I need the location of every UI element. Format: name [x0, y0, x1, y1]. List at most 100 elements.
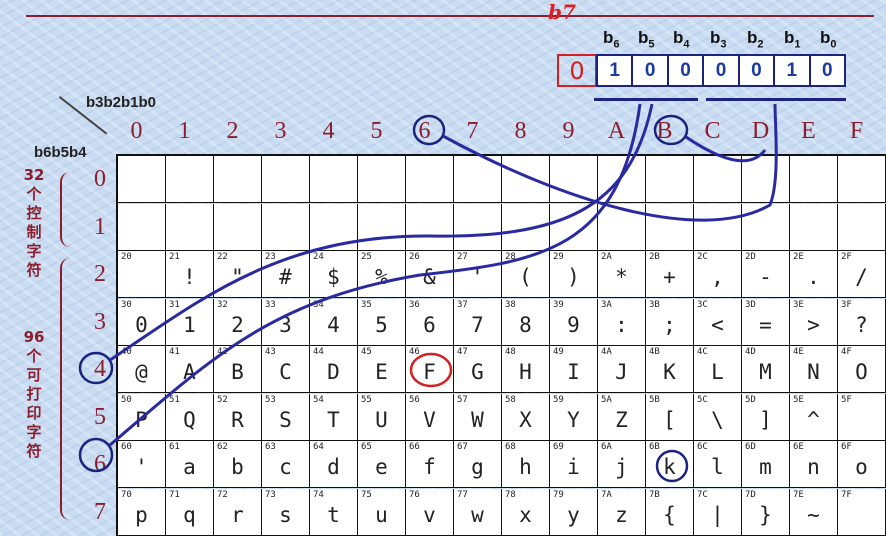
cell-char: s — [279, 502, 292, 527]
column-number: 4 — [322, 118, 335, 144]
row-header-label: b6b5b4 — [34, 144, 87, 161]
table-cell — [454, 203, 502, 251]
cell-char: 0 — [135, 312, 148, 337]
table-cell: 59 Y — [550, 393, 598, 441]
table-cell: 4C L — [694, 346, 742, 393]
cell-char: . — [807, 265, 820, 289]
table-cell: 5A Z — [598, 393, 646, 441]
table-cell: 72 r — [214, 488, 262, 536]
table-cell: 6D m — [742, 441, 790, 488]
table-cell: 3D = — [742, 298, 790, 346]
table-cell: 7F — [838, 488, 886, 536]
cell-code: 29 — [553, 252, 564, 262]
cell-code: 79 — [553, 489, 564, 500]
column-number: 6 — [418, 118, 431, 144]
table-cell — [742, 156, 790, 203]
cell-char: ! — [183, 265, 196, 289]
column-header-label: b3b2b1b0 — [86, 94, 157, 111]
cell-code: 61 — [169, 442, 180, 452]
cell-code: 5C — [697, 394, 708, 405]
table-cell — [406, 156, 454, 203]
cell-char: # — [279, 265, 292, 289]
highlight-char-f — [409, 352, 453, 388]
table-cell: 2E. — [790, 251, 838, 298]
cell-code: 71 — [169, 489, 180, 500]
cell-char: Z — [615, 407, 628, 432]
table-cell: 4E N — [790, 346, 838, 393]
table-cell: 3F? — [838, 298, 886, 346]
cell-char: V — [423, 407, 436, 432]
bit-label: b3 — [710, 28, 727, 51]
cell-char: A — [183, 360, 196, 384]
cell-char: ; — [663, 312, 676, 337]
table-cell: 2C, — [694, 251, 742, 298]
cell-char: n — [807, 455, 820, 479]
low-nibble-underline — [706, 98, 846, 101]
cell-char: Y — [567, 407, 580, 432]
cell-code: 63 — [265, 442, 276, 452]
cell-char: L — [711, 360, 724, 384]
cell-code: 5E — [793, 394, 804, 405]
cell-code: 3B — [649, 299, 660, 310]
cell-code: 22 — [217, 252, 228, 262]
table-cell — [358, 156, 406, 203]
cell-code: 31 — [169, 299, 180, 310]
cell-code: 4F — [841, 347, 852, 357]
table-cell — [454, 156, 502, 203]
table-cell — [310, 156, 358, 203]
table-cell: 2F / — [838, 251, 886, 298]
cell-code: 73 — [265, 489, 276, 500]
bit-value: 0 — [821, 59, 833, 81]
cell-char: i — [567, 455, 580, 479]
table-cell: 3E > — [790, 298, 838, 346]
cell-char: > — [807, 312, 820, 337]
cell-char: C — [279, 360, 292, 384]
table-cell — [166, 203, 214, 251]
cell-code: 64 — [313, 442, 324, 452]
cell-code: 7E — [793, 489, 804, 500]
cell-char: @ — [135, 360, 148, 384]
column-number: 9 — [562, 118, 575, 144]
cell-code: 46 — [409, 347, 420, 357]
column-number: A — [607, 118, 626, 144]
cell-code: 3C — [697, 299, 708, 310]
cell-char: u — [375, 502, 388, 527]
cell-code: 4C — [697, 347, 708, 357]
table-cell: 48 H — [502, 346, 550, 393]
cell-code: 51 — [169, 394, 180, 405]
control-chars-label: 32 个控制字符 — [23, 166, 45, 279]
table-cell: 33 3 — [262, 298, 310, 346]
cell-char: ] — [759, 407, 772, 432]
row-number: 7 — [94, 498, 106, 525]
cell-code: 44 — [313, 347, 324, 357]
table-cell: 7B{ — [646, 488, 694, 536]
cell-code: 26 — [409, 252, 420, 262]
cell-code: 3D — [745, 299, 756, 310]
column-number: 3 — [274, 118, 287, 144]
table-cell: 5D] — [742, 393, 790, 441]
table-cell: 78 x — [502, 488, 550, 536]
table-cell: 6F o — [838, 441, 886, 488]
table-cell: 58 X — [502, 393, 550, 441]
table-cell: 39 9 — [550, 298, 598, 346]
cell-code: 40 — [121, 347, 132, 357]
table-cell: 4D M — [742, 346, 790, 393]
cell-code: 2D — [745, 252, 756, 262]
table-cell: 21 ! — [166, 251, 214, 298]
cell-code: 3A — [601, 299, 612, 310]
table-cell: 41 A — [166, 346, 214, 393]
bit-pattern-box: 1 0 0 0 0 1 0 — [596, 54, 846, 87]
bit-value: 1 — [598, 56, 634, 85]
column-number: 2 — [226, 118, 239, 144]
table-cell: 4B K — [646, 346, 694, 393]
column-number: 0 — [130, 118, 143, 144]
column-number: E — [801, 118, 816, 144]
cell-code: 36 — [409, 299, 420, 310]
cell-char: S — [279, 407, 292, 432]
table-cell: 52 R — [214, 393, 262, 441]
column-number: 7 — [466, 118, 479, 144]
table-cell: 2D - — [742, 251, 790, 298]
table-cell: 75 u — [358, 488, 406, 536]
table-cell: 27 ' — [454, 251, 502, 298]
cell-char: $ — [327, 265, 340, 289]
